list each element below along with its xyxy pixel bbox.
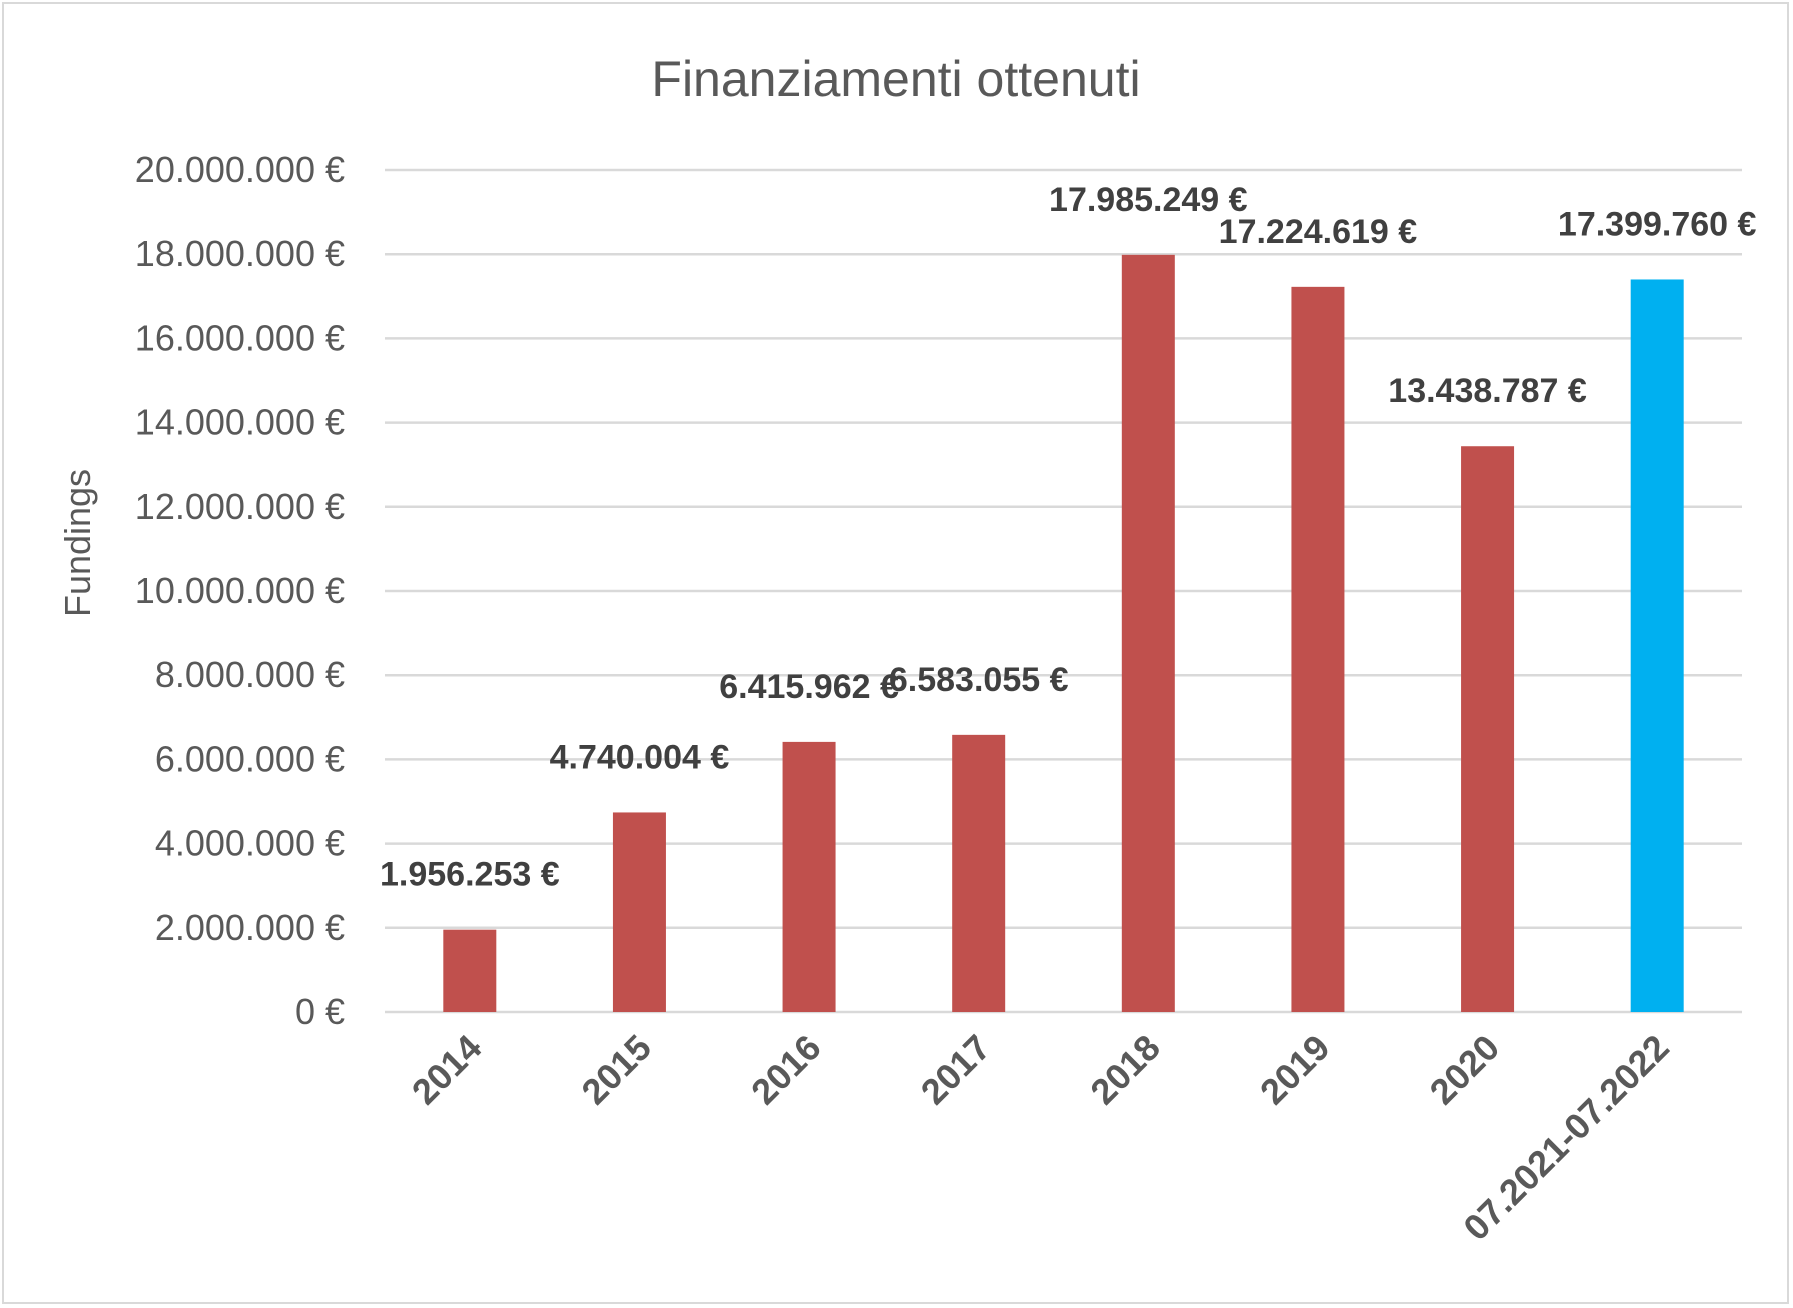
data-label: 6.583.055 € — [889, 661, 1069, 699]
y-tick-label: 4.000.000 € — [155, 823, 345, 864]
y-tick-label: 8.000.000 € — [155, 654, 345, 695]
data-label: 17.985.249 € — [1049, 181, 1248, 219]
y-tick-label: 14.000.000 € — [135, 402, 345, 443]
data-label: 13.438.787 € — [1388, 372, 1587, 410]
bar-2014 — [443, 929, 497, 1012]
data-label: 1.956.253 € — [380, 856, 560, 894]
bar-2019 — [1291, 286, 1345, 1013]
x-tick-label: 2016 — [743, 1027, 829, 1113]
y-tick-label: 18.000.000 € — [135, 233, 345, 274]
data-label: 17.399.760 € — [1558, 205, 1757, 243]
bar-2017 — [952, 734, 1006, 1012]
bar-07-2021-07-2022 — [1630, 279, 1684, 1012]
data-label: 17.224.619 € — [1219, 213, 1418, 251]
bar-2020 — [1461, 446, 1515, 1013]
gridlines — [385, 168, 1742, 1014]
y-axis-ticks: 0 € 2.000.000 € 4.000.000 € 6.000.000 € 8.00… — [135, 149, 345, 1032]
bars — [443, 254, 1684, 1013]
y-tick-label: 20.000.000 € — [135, 149, 345, 190]
chart-title: Finanziamenti ottenuti — [651, 51, 1140, 107]
y-tick-label: 10.000.000 € — [135, 570, 345, 611]
x-tick-label: 2019 — [1252, 1027, 1338, 1113]
x-tick-label: 2015 — [573, 1027, 659, 1113]
y-axis-label: Fundings — [57, 469, 98, 617]
y-tick-label: 0 € — [295, 991, 345, 1032]
x-axis-ticks: 2014 2015 2016 2017 2018 2019 202007.2021-07.2… — [404, 1027, 1677, 1249]
y-tick-label: 16.000.000 € — [135, 317, 345, 358]
x-tick-label: 2018 — [1082, 1027, 1168, 1113]
data-labels: 1.956.253 € 4.740.004 € 6.415.962 €6.583.0… — [380, 181, 1757, 894]
y-tick-label: 2.000.000 € — [155, 907, 345, 948]
x-tick-label: 2014 — [404, 1027, 490, 1113]
bar-2016 — [782, 741, 836, 1012]
y-tick-label: 12.000.000 € — [135, 486, 345, 527]
x-tick-label: 2020 — [1422, 1027, 1508, 1113]
y-tick-label: 6.000.000 € — [155, 738, 345, 779]
bar-2015 — [612, 812, 666, 1012]
bar-2018 — [1121, 254, 1175, 1012]
x-tick-label: 2017 — [913, 1027, 999, 1113]
data-label: 6.415.962 € — [719, 668, 899, 706]
data-label: 4.740.004 € — [550, 738, 730, 776]
